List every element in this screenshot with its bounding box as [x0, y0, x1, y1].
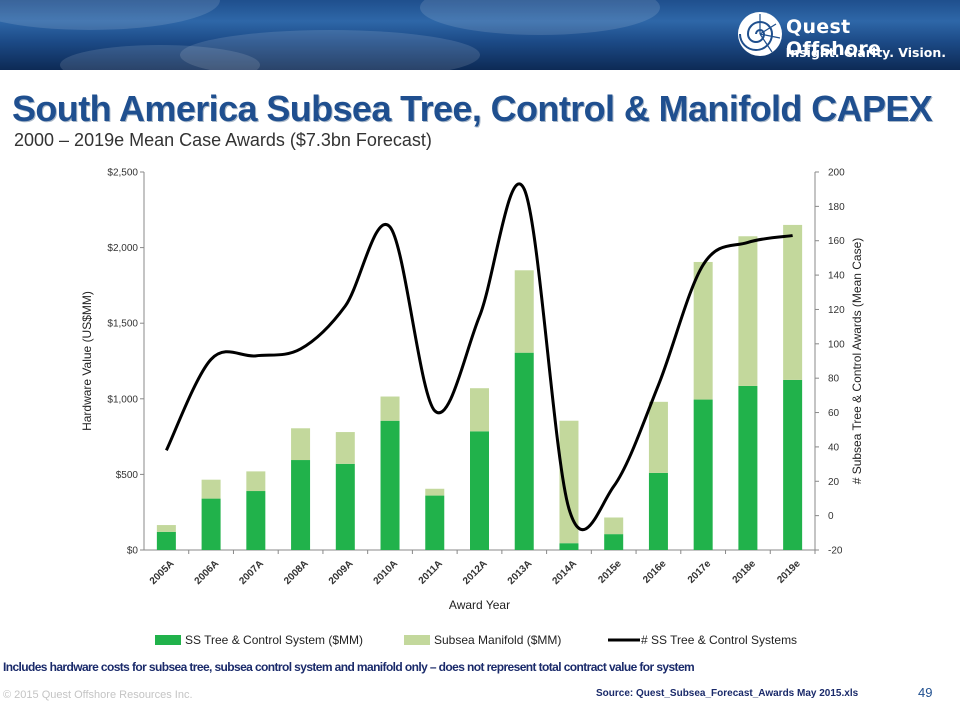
y2-tick-label: 0: [828, 511, 834, 522]
x-tick-label: 2015e: [596, 558, 624, 586]
x-tick-label: 2016e: [641, 558, 669, 586]
x-tick-label: 2017e: [686, 558, 714, 586]
y2-tick-label: 120: [828, 305, 845, 316]
x-tick-label: 2010A: [372, 558, 401, 587]
bar-ss-tree-control: [380, 420, 400, 550]
brand-name: Quest Offshore: [786, 16, 882, 60]
bar-ss-tree-control: [604, 534, 624, 550]
bar-subsea-manifold: [738, 236, 758, 386]
page-subtitle: 2000 – 2019e Mean Case Awards ($7.3bn Fo…: [14, 130, 432, 150]
legend-label-systems: # SS Tree & Control Systems: [641, 633, 797, 647]
header-banner: Quest Offshore Insight. Clarity. Vision.: [0, 0, 960, 70]
bar-ss-tree-control: [783, 379, 803, 550]
ss-systems-count-line: [165, 182, 793, 532]
x-tick-label: 2018e: [731, 558, 759, 586]
bar-ss-tree-control: [470, 431, 489, 550]
bar-ss-tree-control: [291, 460, 311, 550]
x-tick-label: 2019e: [775, 558, 803, 586]
copyright: © 2015 Quest Offshore Resources Inc.: [3, 689, 193, 701]
bar-subsea-manifold: [201, 479, 221, 499]
y-tick-label: $2,000: [107, 243, 138, 254]
x-tick-label: 2012A: [461, 558, 490, 587]
x-tick-label: 2014A: [550, 558, 579, 587]
bar-subsea-manifold: [693, 261, 713, 400]
footnote: Includes hardware costs for subsea tree,…: [3, 660, 695, 674]
legend-label-ss-tree: SS Tree & Control System ($MM): [185, 633, 363, 647]
bar-subsea-manifold: [470, 388, 489, 432]
bar-ss-tree-control: [335, 463, 355, 550]
y-tick-label: $0: [127, 546, 139, 557]
quest-offshore-logo: Quest Offshore Insight. Clarity. Vision.: [736, 8, 948, 66]
bar-ss-tree-control: [559, 543, 579, 550]
capex-chart: $0 $500 $1,000 $1,500 $2,000 $2,500 -20 0 20 40 60…: [80, 168, 864, 648]
bar-ss-tree-control: [648, 472, 668, 550]
bar-subsea-manifold: [783, 224, 803, 380]
bar-subsea-manifold: [648, 401, 668, 473]
x-axis-title: Award Year: [449, 598, 510, 612]
source-note: Source: Quest_Subsea_Forecast_Awards May…: [596, 688, 859, 699]
bar-subsea-manifold: [291, 428, 311, 461]
x-tick-label: 2005A: [148, 558, 177, 587]
chart-legend: SS Tree & Control System ($MM) Subsea Man…: [155, 633, 797, 647]
bar-ss-tree-control: [514, 352, 534, 550]
y-axis-title: Hardware Value (US$MM): [80, 291, 94, 431]
bar-subsea-manifold: [604, 517, 624, 535]
bar-ss-tree-control: [425, 495, 445, 550]
x-tick-label: 2008A: [282, 558, 311, 587]
bar-subsea-manifold: [380, 396, 400, 421]
y2-tick-label: 200: [828, 168, 845, 179]
x-tick-label: 2011A: [417, 558, 445, 586]
y2-tick-label: 40: [828, 442, 840, 453]
y-tick-label: $1,500: [107, 319, 138, 330]
bar-subsea-manifold: [425, 488, 445, 496]
bar-subsea-manifold: [335, 432, 355, 464]
brand-tagline: Insight. Clarity. Vision.: [785, 45, 946, 60]
bar-subsea-manifold: [514, 270, 534, 353]
chart-bars: [156, 224, 803, 550]
y-tick-label: $500: [116, 470, 139, 481]
bar-subsea-manifold: [559, 420, 579, 544]
bar-ss-tree-control: [156, 531, 176, 550]
y2-tick-label: 100: [828, 339, 845, 350]
bar-subsea-manifold: [156, 525, 176, 532]
bar-subsea-manifold: [246, 471, 266, 492]
y2-tick-label: 80: [828, 374, 840, 385]
y2-tick-label: -20: [828, 546, 843, 557]
nautilus-shell-icon: [738, 12, 782, 56]
bar-ss-tree-control: [201, 498, 221, 550]
bar-ss-tree-control: [246, 491, 266, 550]
page-title: South America Subsea Tree, Control & Man…: [12, 88, 933, 129]
bar-ss-tree-control: [693, 399, 713, 550]
chart-line: [165, 182, 793, 532]
y2-tick-label: 60: [828, 408, 840, 419]
x-tick-label: 2006A: [193, 558, 222, 587]
y2-tick-label: 160: [828, 236, 845, 247]
x-tick-label: 2013A: [506, 558, 535, 587]
y-tick-label: $2,500: [107, 168, 138, 179]
x-tick-label: 2009A: [327, 558, 356, 587]
bar-ss-tree-control: [738, 385, 758, 550]
y2-tick-label: 140: [828, 271, 845, 282]
legend-label-manifold: Subsea Manifold ($MM): [434, 633, 561, 647]
y2-tick-label: 180: [828, 202, 845, 213]
y-tick-label: $1,000: [107, 394, 138, 405]
legend-swatch-manifold: [404, 635, 430, 645]
y2-axis-title: # Subsea Tree & Control Awards (Mean Cas…: [850, 238, 864, 485]
legend-swatch-ss-tree: [155, 635, 181, 645]
page-number: 49: [918, 685, 933, 700]
x-tick-label: 2007A: [237, 558, 266, 587]
y2-tick-label: 20: [828, 477, 840, 488]
